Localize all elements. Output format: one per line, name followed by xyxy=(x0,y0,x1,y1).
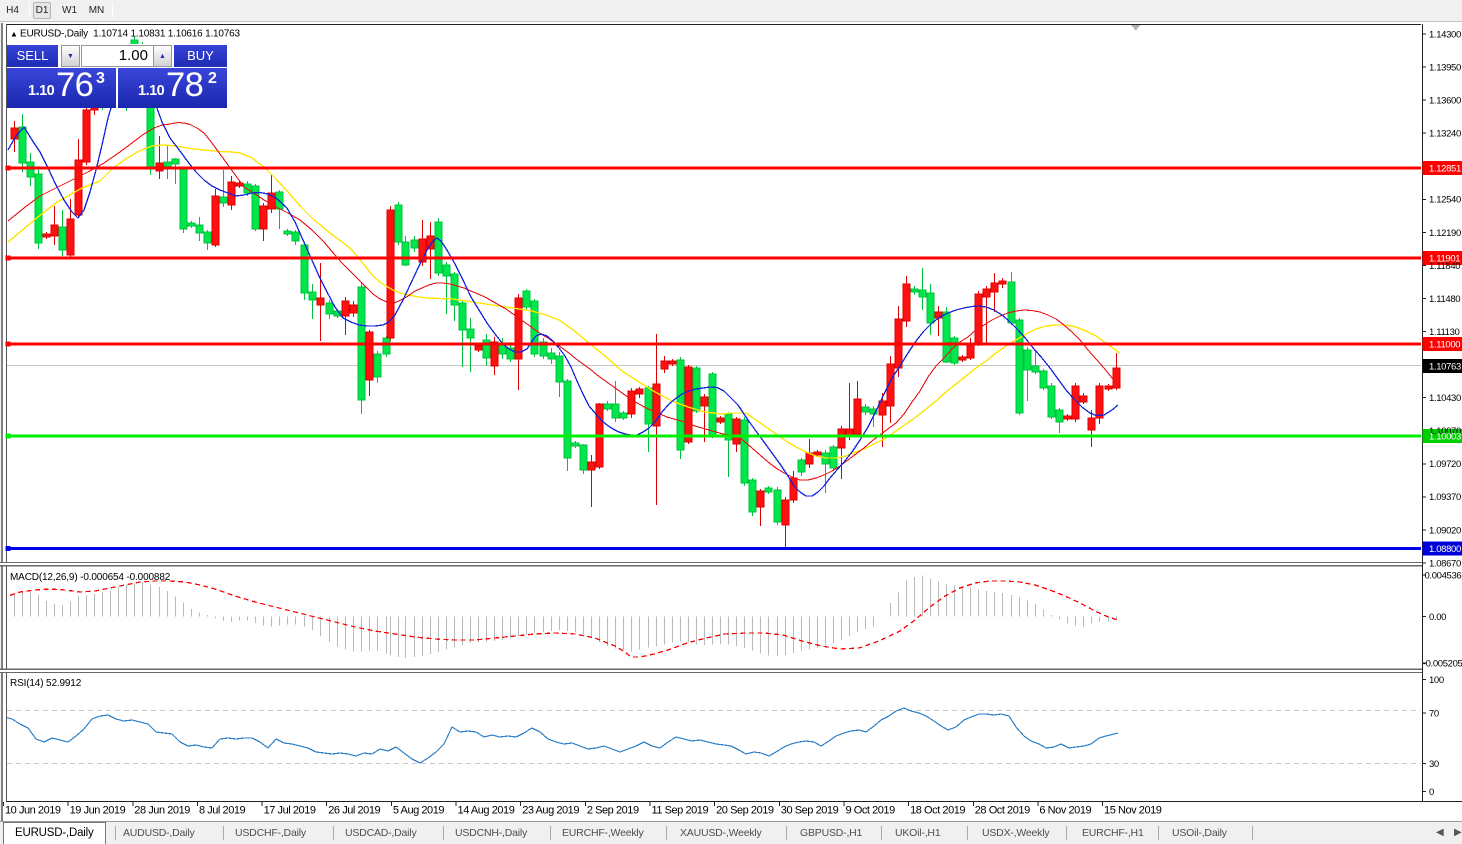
svg-text:1.12540: 1.12540 xyxy=(1429,195,1461,206)
svg-text:20 Sep 2019: 20 Sep 2019 xyxy=(716,805,774,817)
svg-text:1.11480: 1.11480 xyxy=(1429,294,1460,305)
svg-text:1.11130: 1.11130 xyxy=(1429,327,1460,338)
svg-text:18 Oct 2019: 18 Oct 2019 xyxy=(910,805,965,817)
svg-text:1.10070: 1.10070 xyxy=(1429,426,1461,437)
svg-text:1.11901: 1.11901 xyxy=(1429,253,1460,264)
svg-text:1.10763: 1.10763 xyxy=(1429,361,1461,372)
svg-text:11 Sep 2019: 11 Sep 2019 xyxy=(652,805,709,817)
svg-text:1.08670: 1.08670 xyxy=(1429,558,1461,569)
svg-text:1.10003: 1.10003 xyxy=(1429,431,1461,442)
svg-text:1.13240: 1.13240 xyxy=(1429,129,1461,140)
svg-text:1.13600: 1.13600 xyxy=(1429,96,1461,107)
svg-text:1.12190: 1.12190 xyxy=(1429,228,1461,239)
svg-text:1.09720: 1.09720 xyxy=(1429,459,1461,470)
svg-text:9 Oct 2019: 9 Oct 2019 xyxy=(845,805,895,817)
svg-text:0.004536: 0.004536 xyxy=(1425,570,1462,581)
svg-text:30 Sep 2019: 30 Sep 2019 xyxy=(781,805,839,817)
svg-text:0.00: 0.00 xyxy=(1429,612,1446,623)
svg-text:26 Jul 2019: 26 Jul 2019 xyxy=(328,805,380,817)
svg-text:1.10430: 1.10430 xyxy=(1429,393,1461,404)
svg-text:1.12851: 1.12851 xyxy=(1429,163,1461,174)
svg-text:15 Nov 2019: 15 Nov 2019 xyxy=(1104,805,1162,817)
svg-text:0: 0 xyxy=(1429,787,1434,798)
svg-text:100: 100 xyxy=(1429,675,1444,686)
svg-text:28 Oct 2019: 28 Oct 2019 xyxy=(975,805,1030,817)
svg-text:EURUSD-,Daily 1.10714 1.10831: EURUSD-,Daily 1.10714 1.10831 1.10616 1.… xyxy=(20,29,240,40)
svg-text:5 Aug 2019: 5 Aug 2019 xyxy=(393,805,444,817)
svg-text:MACD(12,26,9) -0.000654 -0.000: MACD(12,26,9) -0.000654 -0.000882 xyxy=(10,572,171,583)
svg-text:10 Jun 2019: 10 Jun 2019 xyxy=(5,805,61,817)
svg-text:14 Aug 2019: 14 Aug 2019 xyxy=(458,805,515,817)
svg-text:30: 30 xyxy=(1429,759,1439,770)
svg-text:17 Jul 2019: 17 Jul 2019 xyxy=(264,805,316,817)
svg-text:1.11000: 1.11000 xyxy=(1429,339,1460,350)
svg-text:19 Jun 2019: 19 Jun 2019 xyxy=(70,805,126,817)
svg-text:70: 70 xyxy=(1429,708,1439,719)
svg-text:1.14300: 1.14300 xyxy=(1429,29,1461,40)
svg-text:RSI(14) 52.9912: RSI(14) 52.9912 xyxy=(10,678,82,689)
svg-text:1.13950: 1.13950 xyxy=(1429,62,1461,73)
svg-text:1.09020: 1.09020 xyxy=(1429,525,1461,536)
svg-text:28 Jun 2019: 28 Jun 2019 xyxy=(134,805,190,817)
svg-text:6 Nov 2019: 6 Nov 2019 xyxy=(1039,805,1091,817)
svg-text:1.11840: 1.11840 xyxy=(1429,261,1460,272)
svg-text:8 Jul 2019: 8 Jul 2019 xyxy=(199,805,246,817)
svg-text:▲: ▲ xyxy=(10,30,18,39)
svg-text:1.08800: 1.08800 xyxy=(1429,544,1461,555)
svg-text:1.09370: 1.09370 xyxy=(1429,492,1461,503)
svg-text:2 Sep 2019: 2 Sep 2019 xyxy=(587,805,639,817)
svg-text:-0.005205: -0.005205 xyxy=(1423,658,1462,669)
svg-text:23 Aug 2019: 23 Aug 2019 xyxy=(522,805,579,817)
